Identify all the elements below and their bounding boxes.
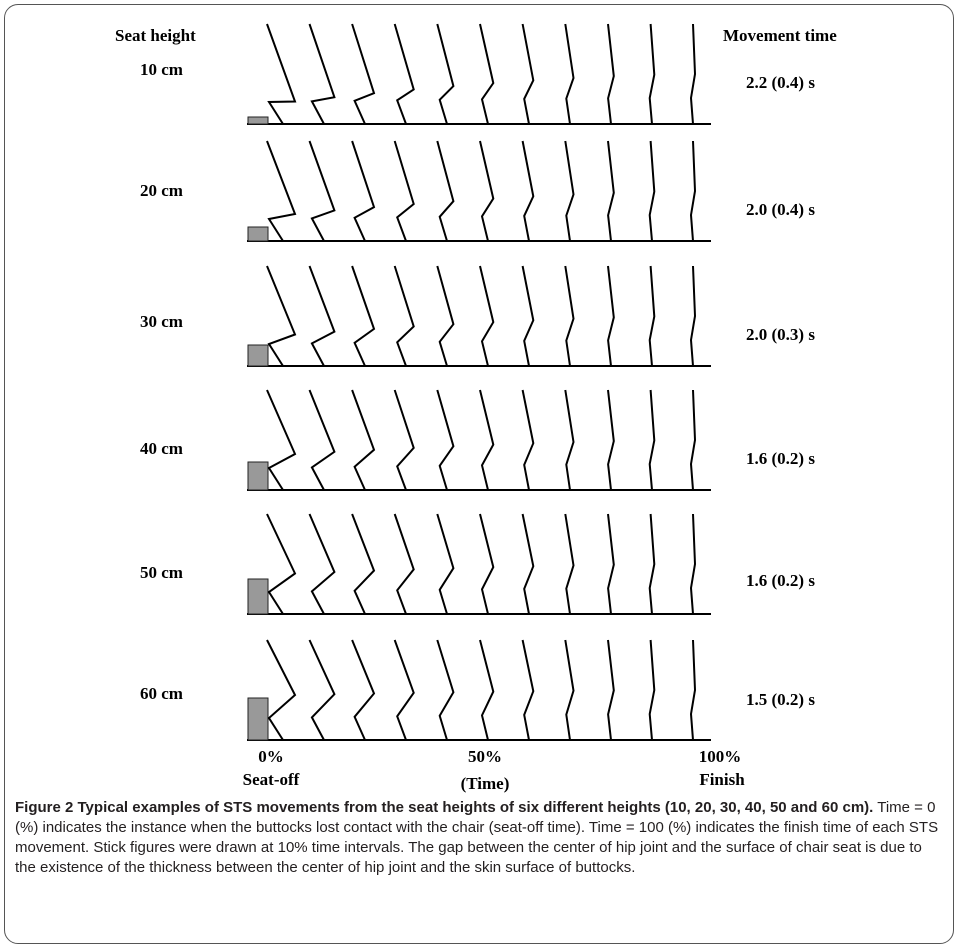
movement-time-value: 2.0 (0.3) s xyxy=(746,325,815,344)
stick-figure xyxy=(266,639,297,741)
stick-figure xyxy=(436,23,455,125)
stick-figure xyxy=(308,23,336,125)
stick-figure xyxy=(308,140,336,242)
seat-height-label: 30 cm xyxy=(140,312,183,331)
stick-figure xyxy=(393,23,415,125)
stick-figure xyxy=(436,513,455,615)
stick-figure xyxy=(564,265,575,367)
stick-figure xyxy=(689,639,697,741)
movement-time-value: 1.6 (0.2) s xyxy=(746,449,815,468)
stick-figure xyxy=(521,513,535,615)
seat-height-label: 60 cm xyxy=(140,684,183,703)
stick-figure xyxy=(648,513,656,615)
stick-figure xyxy=(564,23,575,125)
axis-end-label: Finish xyxy=(699,770,745,789)
stick-figure xyxy=(521,639,535,741)
stick-figure xyxy=(266,23,297,125)
movement-time-value: 2.0 (0.4) s xyxy=(746,200,815,219)
movement-time-value: 1.5 (0.2) s xyxy=(746,690,815,709)
stick-figure xyxy=(436,265,455,367)
stick-figure xyxy=(266,140,297,242)
axis-mid-percent: 50% xyxy=(468,747,502,766)
stick-figure xyxy=(351,639,376,741)
seat-height-label: 40 cm xyxy=(140,439,183,458)
stick-figure xyxy=(564,389,575,491)
stick-figure xyxy=(393,265,415,367)
seat-block xyxy=(247,116,269,125)
seat-block xyxy=(247,697,269,741)
movement-time-value: 2.2 (0.4) s xyxy=(746,73,815,92)
stick-figure xyxy=(521,140,535,242)
stick-figure xyxy=(607,265,615,367)
stick-figure xyxy=(607,639,615,741)
stick-figure xyxy=(479,140,495,242)
stick-figure xyxy=(436,639,455,741)
stick-figure xyxy=(393,639,415,741)
stick-figure xyxy=(436,389,455,491)
stick-figure xyxy=(351,513,376,615)
stick-figure xyxy=(479,639,495,741)
stick-figure xyxy=(521,389,535,491)
stick-figure xyxy=(648,265,656,367)
stick-figure xyxy=(308,265,336,367)
movement-time-header: Movement time xyxy=(723,26,837,45)
stick-figure xyxy=(648,23,656,125)
axis-start-percent: 0% xyxy=(258,747,284,766)
stick-figure xyxy=(479,389,495,491)
stick-figure xyxy=(351,23,376,125)
stick-figure xyxy=(393,389,415,491)
seat-block xyxy=(247,344,269,367)
stick-figure xyxy=(607,140,615,242)
stick-figure xyxy=(308,389,336,491)
stick-figure xyxy=(308,513,336,615)
stick-figure xyxy=(689,265,697,367)
stick-figure xyxy=(689,23,697,125)
stick-figure xyxy=(266,513,297,615)
stick-figure xyxy=(479,513,495,615)
caption-body: Time = 0 (%) indicates the instance when… xyxy=(15,799,939,876)
stick-figure xyxy=(689,389,697,491)
seat-block xyxy=(247,578,269,615)
stick-figure-diagram xyxy=(247,23,711,741)
seat-block xyxy=(247,226,269,242)
stick-figure xyxy=(689,513,697,615)
stick-figure xyxy=(648,140,656,242)
stick-figure xyxy=(689,140,697,242)
seat-height-label: 10 cm xyxy=(140,60,183,79)
seat-height-header: Seat height xyxy=(115,26,196,45)
stick-figure xyxy=(648,639,656,741)
seat-height-label: 50 cm xyxy=(140,563,183,582)
stick-figure xyxy=(521,265,535,367)
seat-height-label: 20 cm xyxy=(140,181,183,200)
stick-figure xyxy=(436,140,455,242)
stick-figure xyxy=(607,23,615,125)
stick-figure xyxy=(351,265,376,367)
stick-figure xyxy=(308,639,336,741)
stick-figure xyxy=(564,140,575,242)
movement-time-value: 1.6 (0.2) s xyxy=(746,571,815,590)
stick-figure xyxy=(648,389,656,491)
stick-figure xyxy=(564,513,575,615)
figure-caption: Figure 2 Typical examples of STS movemen… xyxy=(15,798,945,878)
stick-figure xyxy=(393,513,415,615)
stick-figure xyxy=(393,140,415,242)
stick-figure xyxy=(521,23,535,125)
stick-figure xyxy=(479,265,495,367)
stick-figure xyxy=(266,389,297,491)
caption-title: Figure 2 Typical examples of STS movemen… xyxy=(15,799,874,816)
stick-figure xyxy=(351,389,376,491)
stick-figure xyxy=(351,140,376,242)
stick-figure xyxy=(564,639,575,741)
stick-figure xyxy=(607,513,615,615)
axis-end-percent: 100% xyxy=(698,747,742,766)
axis-mid-label: (Time) xyxy=(460,774,510,793)
axis-start-label: Seat-off xyxy=(242,770,300,789)
figure-frame xyxy=(4,4,954,944)
stick-figure xyxy=(266,265,297,367)
stick-figure xyxy=(479,23,495,125)
stick-figure xyxy=(607,389,615,491)
seat-block xyxy=(247,461,269,491)
